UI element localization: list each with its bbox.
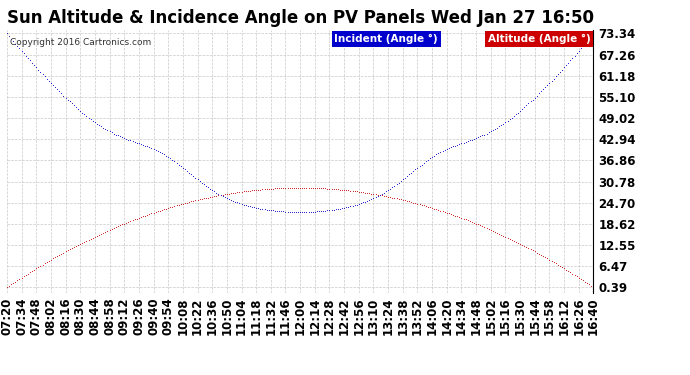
- Text: Copyright 2016 Cartronics.com: Copyright 2016 Cartronics.com: [10, 38, 151, 47]
- Title: Sun Altitude & Incidence Angle on PV Panels Wed Jan 27 16:50: Sun Altitude & Incidence Angle on PV Pan…: [7, 9, 593, 27]
- Text: Incident (Angle °): Incident (Angle °): [335, 34, 438, 44]
- Text: Altitude (Angle °): Altitude (Angle °): [488, 34, 591, 44]
